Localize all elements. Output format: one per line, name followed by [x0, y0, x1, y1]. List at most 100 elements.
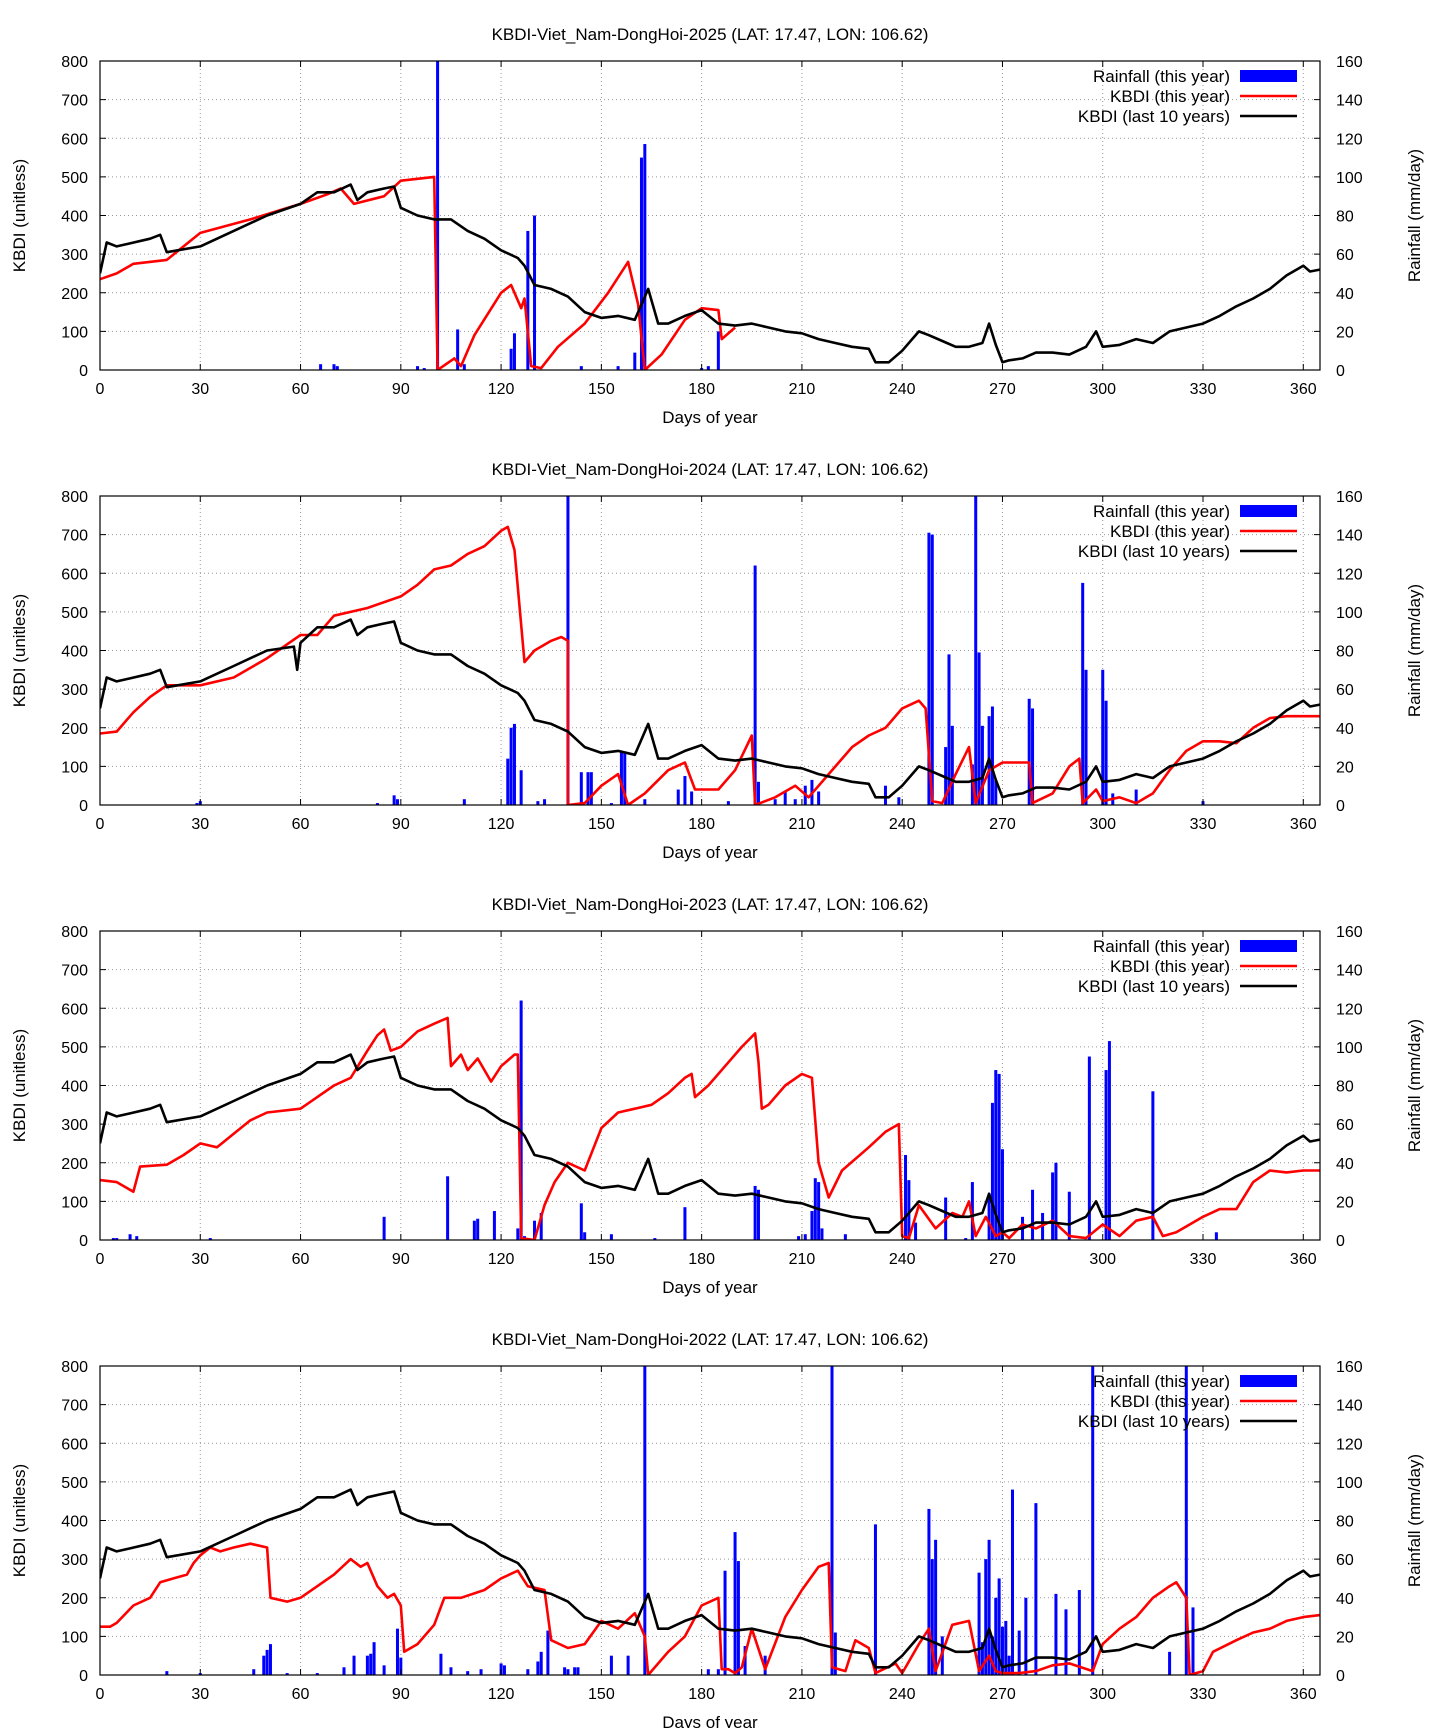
- y-tick-label: 0: [79, 798, 88, 815]
- chart-title: KBDI-Viet_Nam-DongHoi-2025 (LAT: 17.47, …: [492, 25, 929, 44]
- rainfall-bar: [927, 1508, 931, 1675]
- legend: Rainfall (this year)KBDI (this year)KBDI…: [1078, 502, 1297, 561]
- rainfall-bar: [573, 1667, 577, 1675]
- rainfall-bar: [1004, 1620, 1008, 1675]
- rainfall-bar: [980, 1642, 984, 1675]
- legend: Rainfall (this year)KBDI (this year)KBDI…: [1078, 1372, 1297, 1431]
- rainfall-bar: [1034, 1503, 1038, 1675]
- x-axis-label: Days of year: [662, 843, 758, 862]
- legend-swatch-rainfall: [1240, 1375, 1297, 1387]
- rainfall-bar: [690, 791, 694, 805]
- chart-panel-3: KBDI-Viet_Nam-DongHoi-2023 (LAT: 17.47, …: [10, 895, 1424, 1297]
- y2-tick-label: 80: [1336, 209, 1354, 226]
- rainfall-bar: [773, 799, 777, 805]
- x-tick-label: 210: [789, 1686, 816, 1703]
- y-tick-label: 100: [61, 1629, 88, 1646]
- rainfall-bar: [1067, 1191, 1071, 1240]
- rainfall-bar: [753, 565, 757, 805]
- y2-tick-label: 80: [1336, 1514, 1354, 1531]
- rainfall-bar: [509, 348, 513, 370]
- rainfall-bar: [683, 776, 687, 805]
- y2-tick-label: 80: [1336, 1079, 1354, 1096]
- kbdi-this-year-line: [100, 175, 736, 370]
- rainfall-bar: [1017, 1630, 1021, 1675]
- kbdi-10yr-line: [100, 1053, 1320, 1234]
- rainfall-bar: [536, 1661, 540, 1675]
- y2-tick-label: 140: [1336, 963, 1363, 980]
- rainfall-bar: [115, 1238, 119, 1240]
- rainfall-bar: [883, 785, 887, 805]
- x-tick-label: 360: [1290, 816, 1317, 833]
- rainfall-bar: [576, 1667, 580, 1675]
- y2-tick-label: 40: [1336, 1156, 1354, 1173]
- rainfall-bar: [977, 652, 981, 805]
- rainfall-bar: [566, 1669, 570, 1675]
- x-tick-label: 30: [191, 381, 209, 398]
- kbdi-10yr-line: [100, 618, 1320, 799]
- rainfall-bar: [997, 1073, 1001, 1240]
- y2-tick-label: 40: [1336, 1591, 1354, 1608]
- rainfall-bar: [897, 797, 901, 805]
- rainfall-bar: [619, 750, 623, 805]
- chart-title: KBDI-Viet_Nam-DongHoi-2024 (LAT: 17.47, …: [492, 460, 929, 479]
- y2-tick-label: 0: [1336, 363, 1345, 380]
- x-tick-label: 0: [96, 816, 105, 833]
- rainfall-bar: [1081, 582, 1085, 805]
- rainfall-bar: [987, 1539, 991, 1675]
- rainfall-bar: [579, 1203, 583, 1240]
- y2-tick-label: 20: [1336, 1629, 1354, 1646]
- rainfall-bar: [1191, 1607, 1195, 1675]
- rainfall-bar: [716, 331, 720, 370]
- rainfall-bar: [472, 1220, 476, 1240]
- rainfall-bar: [934, 1539, 938, 1675]
- rainfall-bar: [369, 1653, 373, 1675]
- rainfall-bar: [519, 770, 523, 805]
- y-tick-label: 100: [61, 324, 88, 341]
- rainfall-bar: [382, 1665, 386, 1675]
- rainfall-bar: [446, 1176, 450, 1240]
- x-tick-label: 180: [688, 1251, 715, 1268]
- rainfall-bar: [947, 654, 951, 805]
- kbdi-this-year-line: [100, 525, 1320, 805]
- rainfall-bar: [817, 791, 821, 805]
- rainfall-bar: [586, 772, 590, 805]
- plot-area: [100, 496, 1320, 805]
- x-tick-label: 270: [989, 1686, 1016, 1703]
- y2-tick-label: 20: [1336, 324, 1354, 341]
- rainfall-bar: [526, 1669, 530, 1675]
- rainfall-bar: [476, 1218, 480, 1240]
- rainfall-bar: [539, 1212, 543, 1240]
- rainfall-bar: [907, 1180, 911, 1240]
- y-tick-label: 100: [61, 1194, 88, 1211]
- x-tick-label: 120: [488, 1251, 515, 1268]
- rainfall-bar: [706, 1669, 710, 1675]
- y-tick-label: 700: [61, 528, 88, 545]
- rainfall-bar: [1000, 1149, 1004, 1240]
- rainfall-bar: [984, 1559, 988, 1675]
- legend-label: KBDI (last 10 years): [1078, 107, 1230, 126]
- rainfall-bar: [462, 799, 466, 805]
- y2-tick-label: 100: [1336, 1040, 1363, 1057]
- y2-tick-label: 100: [1336, 605, 1363, 622]
- y2-tick-label: 100: [1336, 1475, 1363, 1492]
- rainfall-bar: [208, 1238, 212, 1240]
- x-tick-label: 90: [392, 1251, 410, 1268]
- rainfall-bar: [462, 364, 466, 370]
- x-tick-label: 120: [488, 1686, 515, 1703]
- rainfall-bar: [753, 1185, 757, 1240]
- legend: Rainfall (this year)KBDI (this year)KBDI…: [1078, 67, 1297, 126]
- y-tick-label: 500: [61, 605, 88, 622]
- x-tick-label: 210: [789, 381, 816, 398]
- rainfall-bar: [492, 1211, 496, 1240]
- rainfall-bar: [392, 795, 396, 805]
- legend-label: KBDI (this year): [1110, 957, 1230, 976]
- rainfall-bar: [375, 803, 379, 805]
- y-tick-label: 300: [61, 1552, 88, 1569]
- rainfall-bar: [422, 368, 426, 370]
- rainfall-bar: [994, 1597, 998, 1675]
- rainfall-bar: [716, 1669, 720, 1675]
- rainfall-bar: [1054, 1162, 1058, 1240]
- rainfall-bar: [395, 799, 399, 805]
- x-tick-label: 270: [989, 1251, 1016, 1268]
- rainfall-bar: [512, 333, 516, 370]
